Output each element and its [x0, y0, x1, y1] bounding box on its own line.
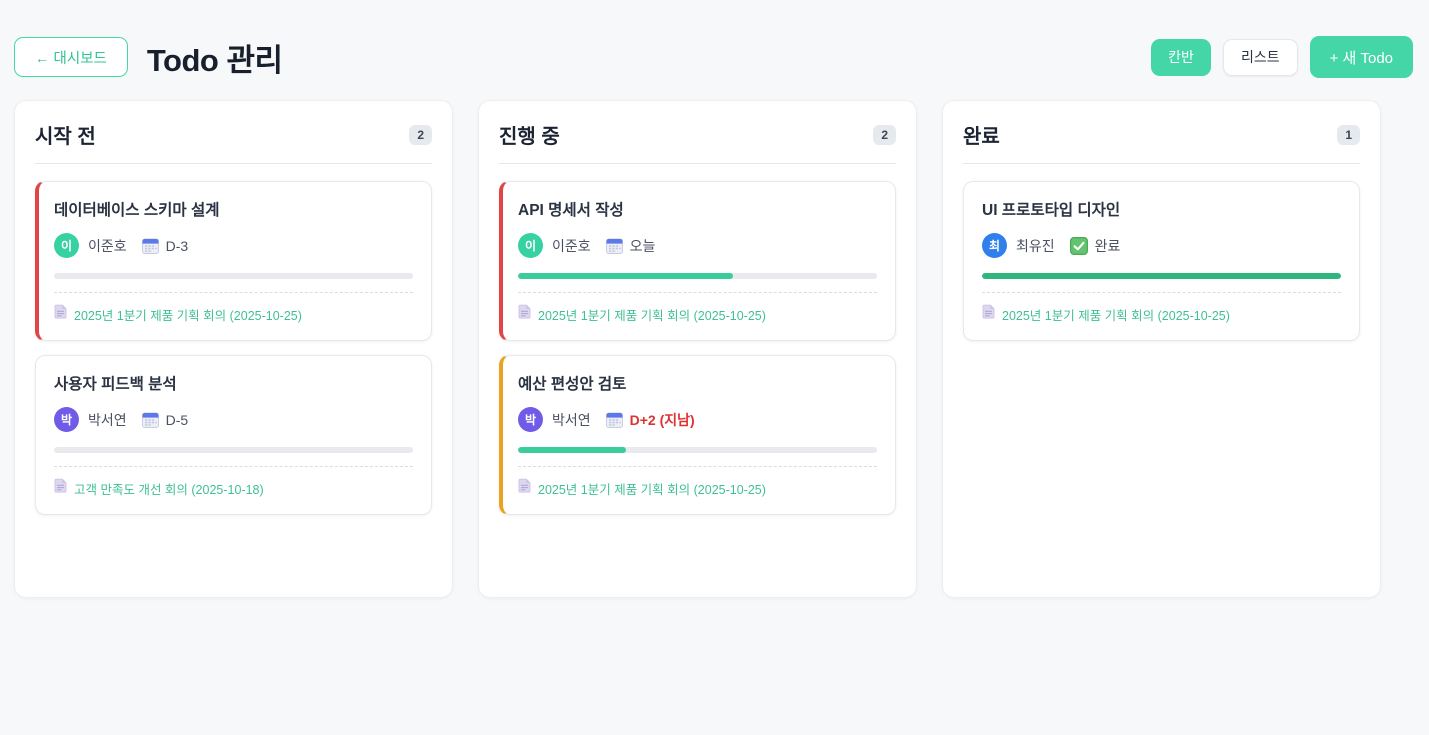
column-count-badge: 2 [873, 124, 896, 145]
column-count-badge: 2 [409, 124, 432, 145]
avatar: 최 [982, 233, 1007, 258]
column-divider [35, 163, 432, 164]
todo-card[interactable]: 사용자 피드백 분석 박 박서연 [35, 355, 432, 515]
done-check-icon [1069, 236, 1088, 255]
calendar-icon [605, 238, 623, 254]
kanban-board: 시작 전 2 데이터베이스 스키마 설계 이 이준호 [0, 100, 1429, 598]
progress-track [518, 273, 877, 279]
todo-card[interactable]: 예산 편성안 검토 박 박서연 [499, 355, 896, 515]
view-list-button[interactable]: 리스트 [1222, 38, 1298, 76]
assignee-name: 박서연 [552, 411, 591, 428]
avatar: 박 [54, 407, 79, 432]
assignee-name: 박서연 [88, 411, 127, 428]
meeting-link-label: 2025년 1분기 제품 기획 회의 (2025-10-25) [538, 482, 766, 497]
avatar: 이 [54, 233, 79, 258]
due-label: D-5 [165, 411, 189, 428]
calendar-icon [141, 238, 159, 254]
meeting-link-label: 고객 만족도 개선 회의 (2025-10-18) [74, 482, 264, 497]
due-label: 오늘 [629, 237, 656, 254]
assignee-name: 최유진 [1016, 237, 1055, 254]
document-icon [982, 304, 995, 324]
todo-card[interactable]: UI 프로토타입 디자인 최 최유진 [963, 181, 1360, 341]
dashed-divider [518, 466, 877, 467]
progress-fill [518, 273, 734, 279]
card-title: 예산 편성안 검토 [518, 376, 627, 393]
meeting-link[interactable]: 2025년 1분기 제품 기획 회의 (2025-10-25) [54, 304, 413, 324]
kanban-column: 진행 중 2 API 명세서 작성 이 이준호 [478, 100, 917, 598]
calendar-icon [141, 412, 159, 428]
calendar-icon [605, 412, 623, 428]
card-list: UI 프로토타입 디자인 최 최유진 [963, 181, 1360, 341]
column-title: 진행 중 [499, 126, 560, 148]
document-icon [54, 478, 67, 498]
card-title: 사용자 피드백 분석 [54, 376, 177, 393]
meeting-link-label: 2025년 1분기 제품 기획 회의 (2025-10-25) [1002, 308, 1230, 323]
assignee-name: 이준호 [88, 237, 127, 254]
card-meta: 이 이준호 D-3 [54, 233, 413, 258]
dashed-divider [54, 292, 413, 293]
due-label: D+2 (지남) [629, 411, 695, 428]
kanban-column: 시작 전 2 데이터베이스 스키마 설계 이 이준호 [14, 100, 453, 598]
avatar: 이 [518, 233, 543, 258]
meeting-link[interactable]: 2025년 1분기 제품 기획 회의 (2025-10-25) [518, 478, 877, 498]
kanban-column: 완료 1 UI 프로토타입 디자인 최 최유진 [942, 100, 1381, 598]
todo-card[interactable]: API 명세서 작성 이 이준호 [499, 181, 896, 341]
column-title: 시작 전 [35, 126, 96, 148]
card-list: 데이터베이스 스키마 설계 이 이준호 [35, 181, 432, 515]
meeting-link[interactable]: 2025년 1분기 제품 기획 회의 (2025-10-25) [518, 304, 877, 324]
progress-track [518, 447, 877, 453]
card-meta: 최 최유진 완료 [982, 233, 1341, 258]
card-title: 데이터베이스 스키마 설계 [54, 202, 220, 219]
new-todo-button[interactable]: + 새 Todo [1309, 36, 1413, 78]
dashed-divider [54, 466, 413, 467]
column-count-badge: 1 [1337, 124, 1360, 145]
avatar: 박 [518, 407, 543, 432]
header: ← 대시보드 Todo 관리 칸반 리스트 + 새 Todo [0, 0, 1429, 90]
due-label: 완료 [1094, 237, 1121, 254]
card-title: UI 프로토타입 디자인 [982, 202, 1121, 219]
column-header: 시작 전 2 [35, 120, 432, 149]
assignee-name: 이준호 [552, 237, 591, 254]
progress-fill [982, 273, 1341, 279]
dashed-divider [518, 292, 877, 293]
dashed-divider [982, 292, 1341, 293]
card-meta: 박 박서연 D-5 [54, 407, 413, 432]
document-icon [518, 478, 531, 498]
document-icon [518, 304, 531, 324]
view-kanban-button[interactable]: 칸반 [1151, 38, 1211, 76]
page-title: Todo 관리 [146, 42, 283, 78]
card-meta: 이 이준호 오늘 [518, 233, 877, 258]
card-title: API 명세서 작성 [518, 202, 624, 219]
column-header: 완료 1 [963, 120, 1360, 149]
meeting-link-label: 2025년 1분기 제품 기획 회의 (2025-10-25) [538, 308, 766, 323]
progress-fill [518, 447, 626, 453]
meeting-link[interactable]: 2025년 1분기 제품 기획 회의 (2025-10-25) [982, 304, 1341, 324]
column-header: 진행 중 2 [499, 120, 896, 149]
due-label: D-3 [165, 237, 189, 254]
card-list: API 명세서 작성 이 이준호 [499, 181, 896, 515]
document-icon [54, 304, 67, 324]
meeting-link-label: 2025년 1분기 제품 기획 회의 (2025-10-25) [74, 308, 302, 323]
column-title: 완료 [963, 126, 1000, 148]
meeting-link[interactable]: 고객 만족도 개선 회의 (2025-10-18) [54, 478, 413, 498]
todo-card[interactable]: 데이터베이스 스키마 설계 이 이준호 [35, 181, 432, 341]
progress-track [982, 273, 1341, 279]
card-meta: 박 박서연 D+2 (지남) [518, 407, 877, 432]
column-divider [499, 163, 896, 164]
progress-track [54, 447, 413, 453]
back-to-dashboard-button[interactable]: ← 대시보드 [14, 37, 128, 77]
progress-track [54, 273, 413, 279]
column-divider [963, 163, 1360, 164]
header-actions: 칸반 리스트 + 새 Todo [1151, 36, 1413, 78]
